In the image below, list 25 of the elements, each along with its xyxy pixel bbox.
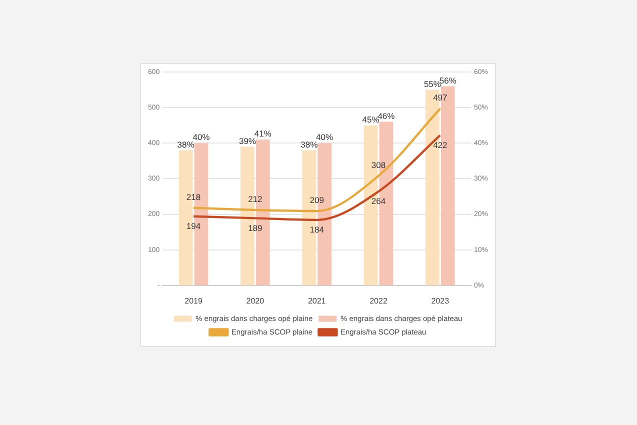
x-tick-label: 2021 <box>308 296 326 306</box>
data-label: 422 <box>433 140 448 150</box>
data-label: 212 <box>248 194 263 204</box>
data-label: 218 <box>186 192 201 202</box>
data-label: 41% <box>254 128 272 139</box>
data-label: 308 <box>371 160 386 170</box>
x-tick-label: 2019 <box>184 296 203 306</box>
data-label: 40% <box>192 132 210 142</box>
data-label: 189 <box>248 222 263 233</box>
data-label: 209 <box>310 195 324 206</box>
data-label: 38% <box>177 139 195 150</box>
data-label: 55% <box>424 78 442 89</box>
data-label: 56% <box>439 75 457 86</box>
data-label: 497 <box>433 92 448 103</box>
x-tick-label: 2023 <box>431 296 450 306</box>
x-tick-label: 2022 <box>370 296 388 306</box>
data-label: 184 <box>310 224 324 235</box>
data-label: 46% <box>378 110 396 121</box>
data-label: 40% <box>316 132 334 142</box>
data-label: 194 <box>186 220 201 231</box>
data-label: 38% <box>300 139 318 150</box>
data-label: 39% <box>238 136 256 146</box>
x-tick-label: 2020 <box>246 296 265 306</box>
data-label: 264 <box>371 196 386 206</box>
data-label: 45% <box>362 114 380 124</box>
